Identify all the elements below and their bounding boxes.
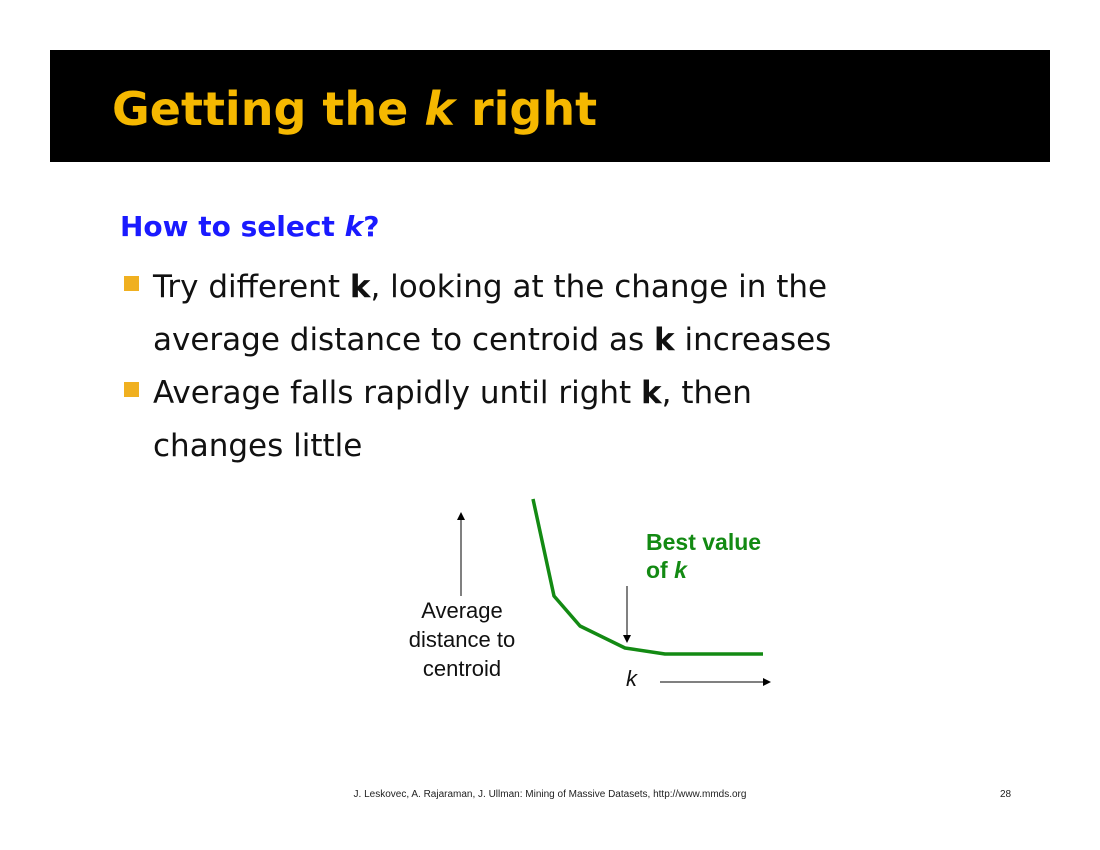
slide-title: Getting the k right — [112, 82, 598, 136]
bullet-marker — [124, 276, 139, 291]
bullet-1: Try different k, looking at the change i… — [153, 261, 993, 367]
footer-citation: J. Leskovec, A. Rajaraman, J. Ullman: Mi… — [353, 789, 747, 800]
bullet-marker — [124, 382, 139, 397]
bullet-2: Average falls rapidly until right k, the… — [153, 367, 993, 473]
bullet-1-line-1: Try different k, looking at the change i… — [153, 269, 828, 305]
bullet-2-line-1: Average falls rapidly until right k, the… — [153, 375, 752, 411]
page-number: 28 — [1000, 789, 1012, 800]
x-axis-label: k — [626, 666, 637, 691]
y-axis-label: Average distance to centroid — [408, 598, 516, 681]
elbow-curve — [531, 498, 763, 656]
title-bar: Getting the k right — [50, 50, 1050, 162]
bullet-2-line-2: changes little — [153, 428, 363, 464]
bullet-1-line-2: average distance to centroid as k increa… — [153, 322, 832, 358]
best-value-annotation: Best value of k — [646, 529, 762, 583]
section-heading: How to select k? — [120, 210, 380, 243]
